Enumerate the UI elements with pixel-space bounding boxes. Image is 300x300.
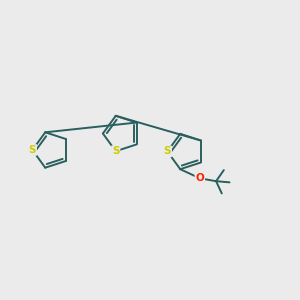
Text: S: S	[29, 145, 36, 155]
Text: O: O	[196, 173, 204, 183]
Text: S: S	[164, 146, 171, 157]
Text: S: S	[112, 146, 119, 156]
